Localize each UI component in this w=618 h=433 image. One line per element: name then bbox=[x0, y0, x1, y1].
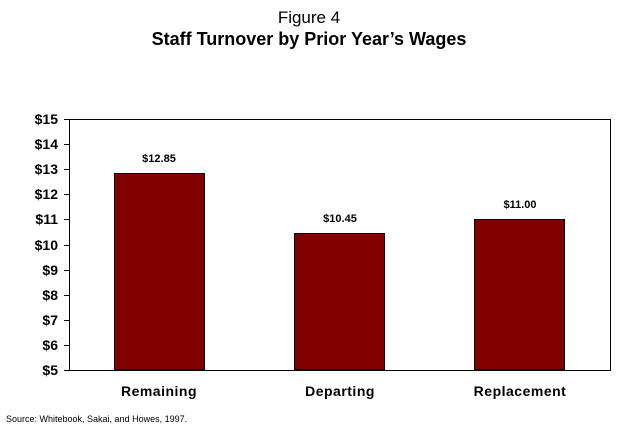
y-tick-label: $6 bbox=[42, 337, 58, 353]
figure-number: Figure 4 bbox=[277, 8, 341, 27]
y-tick bbox=[64, 295, 69, 296]
source-note: Source: Whitebook, Sakai, and Howes, 199… bbox=[6, 414, 188, 424]
y-tick-label: $5 bbox=[42, 362, 58, 378]
x-tick-label: Replacement bbox=[473, 383, 567, 399]
bar-departing bbox=[294, 233, 385, 370]
y-tick-label: $14 bbox=[34, 136, 58, 152]
plot-area bbox=[69, 119, 611, 371]
y-tick-label: $15 bbox=[34, 111, 58, 127]
y-tick-label: $10 bbox=[34, 237, 58, 253]
chart-title: Staff Turnover by Prior Year’s Wages bbox=[151, 29, 467, 49]
y-tick-label: $11 bbox=[35, 211, 58, 227]
y-tick-label: $8 bbox=[42, 287, 58, 303]
data-label: $12.85 bbox=[142, 153, 176, 165]
y-tick bbox=[64, 119, 69, 120]
y-tick bbox=[64, 320, 69, 321]
y-tick bbox=[64, 270, 69, 271]
y-tick bbox=[64, 169, 69, 170]
y-tick bbox=[64, 219, 69, 220]
y-tick-label: $9 bbox=[42, 262, 58, 278]
x-tick-label: Departing bbox=[305, 383, 375, 399]
y-tick-label: $7 bbox=[42, 312, 58, 328]
y-tick bbox=[64, 370, 69, 371]
bar-replacement bbox=[474, 219, 565, 370]
data-label: $11.00 bbox=[503, 199, 537, 211]
x-tick-label: Remaining bbox=[120, 383, 198, 399]
y-tick-label: $13 bbox=[34, 161, 58, 177]
data-label: $10.45 bbox=[323, 213, 357, 225]
y-tick bbox=[64, 144, 69, 145]
y-tick bbox=[64, 345, 69, 346]
y-tick bbox=[64, 194, 69, 195]
y-tick bbox=[64, 245, 69, 246]
bar-remaining bbox=[114, 173, 205, 370]
y-tick-label: $12 bbox=[34, 186, 58, 202]
